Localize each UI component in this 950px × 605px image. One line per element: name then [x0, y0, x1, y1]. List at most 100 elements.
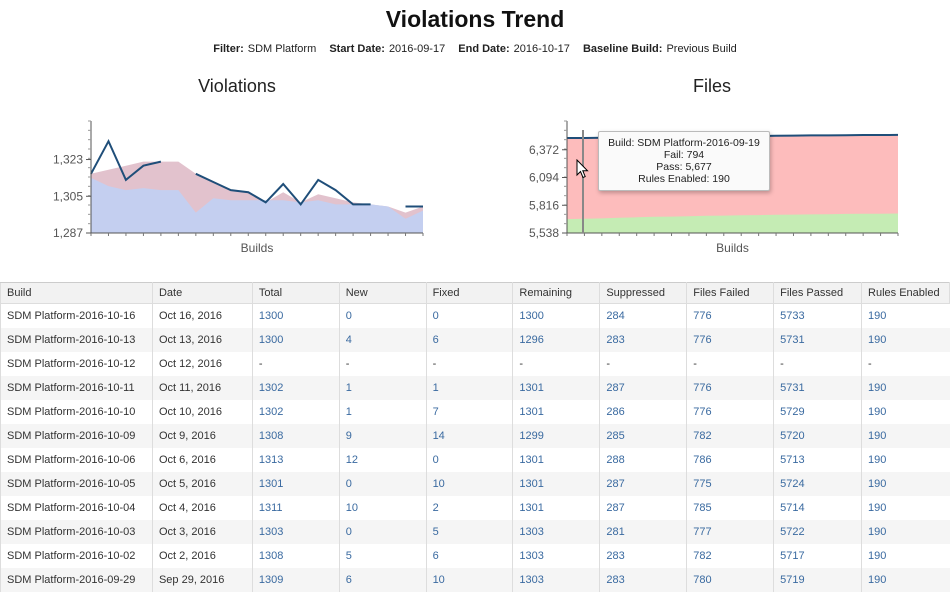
table-cell-link[interactable]: 780 [686, 568, 774, 592]
table-cell-link[interactable]: 190 [861, 496, 950, 520]
table-cell-link[interactable]: 0 [338, 520, 427, 544]
table-cell-link[interactable]: 1302 [251, 376, 340, 400]
table-cell-link[interactable]: 5720 [773, 424, 862, 448]
column-header[interactable]: Files Passed [773, 282, 863, 304]
table-cell-link[interactable]: 5 [425, 520, 513, 544]
column-header[interactable]: Build [0, 282, 153, 304]
table-cell-link[interactable]: 10 [338, 496, 427, 520]
pass-area-series[interactable] [567, 213, 898, 234]
table-cell-link[interactable]: 5713 [773, 448, 862, 472]
table-cell-link[interactable]: 5731 [773, 376, 862, 400]
table-cell-link[interactable]: 1301 [512, 472, 600, 496]
table-cell-link[interactable]: 776 [686, 400, 774, 424]
table-cell-link[interactable]: 0 [338, 472, 427, 496]
table-cell-link[interactable]: 782 [686, 544, 774, 568]
table-cell-link[interactable]: 10 [425, 472, 513, 496]
table-cell-link[interactable]: 5731 [773, 328, 862, 352]
table-cell-link[interactable]: 1302 [251, 400, 340, 424]
table-cell-link[interactable]: 0 [425, 303, 513, 328]
table-cell-link[interactable]: 1301 [512, 376, 600, 400]
table-cell-link[interactable]: 5724 [773, 472, 862, 496]
table-cell-link[interactable]: 10 [425, 568, 513, 592]
table-cell-link[interactable]: 190 [861, 472, 950, 496]
lower-area-series[interactable] [91, 177, 423, 233]
table-cell-link[interactable]: 283 [599, 544, 687, 568]
table-cell-link[interactable]: 6 [425, 544, 513, 568]
table-cell-link[interactable]: 786 [686, 448, 774, 472]
column-header[interactable]: Files Failed [686, 282, 775, 304]
table-cell-link[interactable]: 190 [861, 424, 950, 448]
table-cell-link[interactable]: 785 [686, 496, 774, 520]
table-cell-link[interactable]: 6 [425, 328, 513, 352]
table-cell-link[interactable]: 283 [599, 568, 687, 592]
table-cell-link[interactable]: 1301 [512, 448, 600, 472]
table-cell-link[interactable]: 14 [425, 424, 513, 448]
column-header[interactable]: New [338, 282, 427, 304]
table-cell-link[interactable]: 1300 [251, 303, 340, 328]
table-cell-link[interactable]: 190 [861, 400, 950, 424]
table-cell-link[interactable]: 1301 [251, 472, 340, 496]
table-cell-link[interactable]: 777 [686, 520, 774, 544]
column-header[interactable]: Rules Enabled [861, 282, 950, 304]
column-header[interactable]: Suppressed [599, 282, 688, 304]
table-cell-link[interactable]: 1303 [512, 520, 600, 544]
column-header[interactable]: Fixed [425, 282, 514, 304]
table-cell-link[interactable]: 285 [599, 424, 687, 448]
table-cell-link[interactable]: 1303 [512, 568, 600, 592]
table-cell-link[interactable]: 190 [861, 376, 950, 400]
table-cell-link[interactable]: 286 [599, 400, 687, 424]
table-cell-link[interactable]: 190 [861, 448, 950, 472]
table-cell-link[interactable]: 1 [338, 400, 427, 424]
table-cell-link[interactable]: 1300 [251, 328, 340, 352]
table-cell-link[interactable]: 5719 [773, 568, 862, 592]
table-cell-link[interactable]: 288 [599, 448, 687, 472]
table-cell-link[interactable]: 5717 [773, 544, 862, 568]
table-cell-link[interactable]: 776 [686, 303, 774, 328]
table-cell-link[interactable]: 287 [599, 496, 687, 520]
table-cell-link[interactable]: 1309 [251, 568, 340, 592]
table-cell-link[interactable]: 5714 [773, 496, 862, 520]
table-cell-link[interactable]: 782 [686, 424, 774, 448]
table-cell-link[interactable]: 1308 [251, 544, 340, 568]
line-series[interactable] [90, 138, 423, 208]
table-cell-link[interactable]: 190 [861, 328, 950, 352]
table-cell-link[interactable]: 776 [686, 376, 774, 400]
column-header[interactable]: Date [151, 282, 253, 304]
table-cell-link[interactable]: 5729 [773, 400, 862, 424]
table-cell-link[interactable]: 776 [686, 328, 774, 352]
column-header[interactable]: Total [251, 282, 340, 304]
table-cell-link[interactable]: 1 [425, 376, 513, 400]
table-cell-link[interactable]: 9 [338, 424, 427, 448]
violations-chart[interactable]: 1,287 1,305 1,323 Builds [0, 100, 460, 260]
table-cell-link[interactable]: 1300 [512, 303, 600, 328]
table-cell-link[interactable]: 1313 [251, 448, 340, 472]
table-cell-link[interactable]: 775 [686, 472, 774, 496]
table-cell-link[interactable]: 287 [599, 376, 687, 400]
table-cell-link[interactable]: 1299 [512, 424, 600, 448]
table-cell-link[interactable]: 5733 [773, 303, 862, 328]
table-cell-link[interactable]: 5722 [773, 520, 862, 544]
table-cell-link[interactable]: 281 [599, 520, 687, 544]
table-cell-link[interactable]: 5 [338, 544, 427, 568]
table-cell-link[interactable]: 0 [338, 303, 427, 328]
table-cell-link[interactable]: 1303 [512, 544, 600, 568]
table-cell-link[interactable]: 287 [599, 472, 687, 496]
table-cell-link[interactable]: 12 [338, 448, 427, 472]
table-cell-link[interactable]: 2 [425, 496, 513, 520]
table-cell-link[interactable]: 190 [861, 568, 950, 592]
table-cell-link[interactable]: 0 [425, 448, 513, 472]
table-cell-link[interactable]: 190 [861, 520, 950, 544]
table-cell-link[interactable]: 1301 [512, 496, 600, 520]
table-cell-link[interactable]: 283 [599, 328, 687, 352]
table-cell-link[interactable]: 1303 [251, 520, 340, 544]
table-cell-link[interactable]: 1 [338, 376, 427, 400]
table-cell-link[interactable]: 1311 [251, 496, 340, 520]
table-cell-link[interactable]: 1301 [512, 400, 600, 424]
column-header[interactable]: Remaining [512, 282, 601, 304]
table-cell-link[interactable]: 284 [599, 303, 687, 328]
table-cell-link[interactable]: 1308 [251, 424, 340, 448]
table-cell-link[interactable]: 190 [861, 303, 950, 328]
table-cell-link[interactable]: 4 [338, 328, 427, 352]
table-cell-link[interactable]: 7 [425, 400, 513, 424]
table-cell-link[interactable]: 190 [861, 544, 950, 568]
